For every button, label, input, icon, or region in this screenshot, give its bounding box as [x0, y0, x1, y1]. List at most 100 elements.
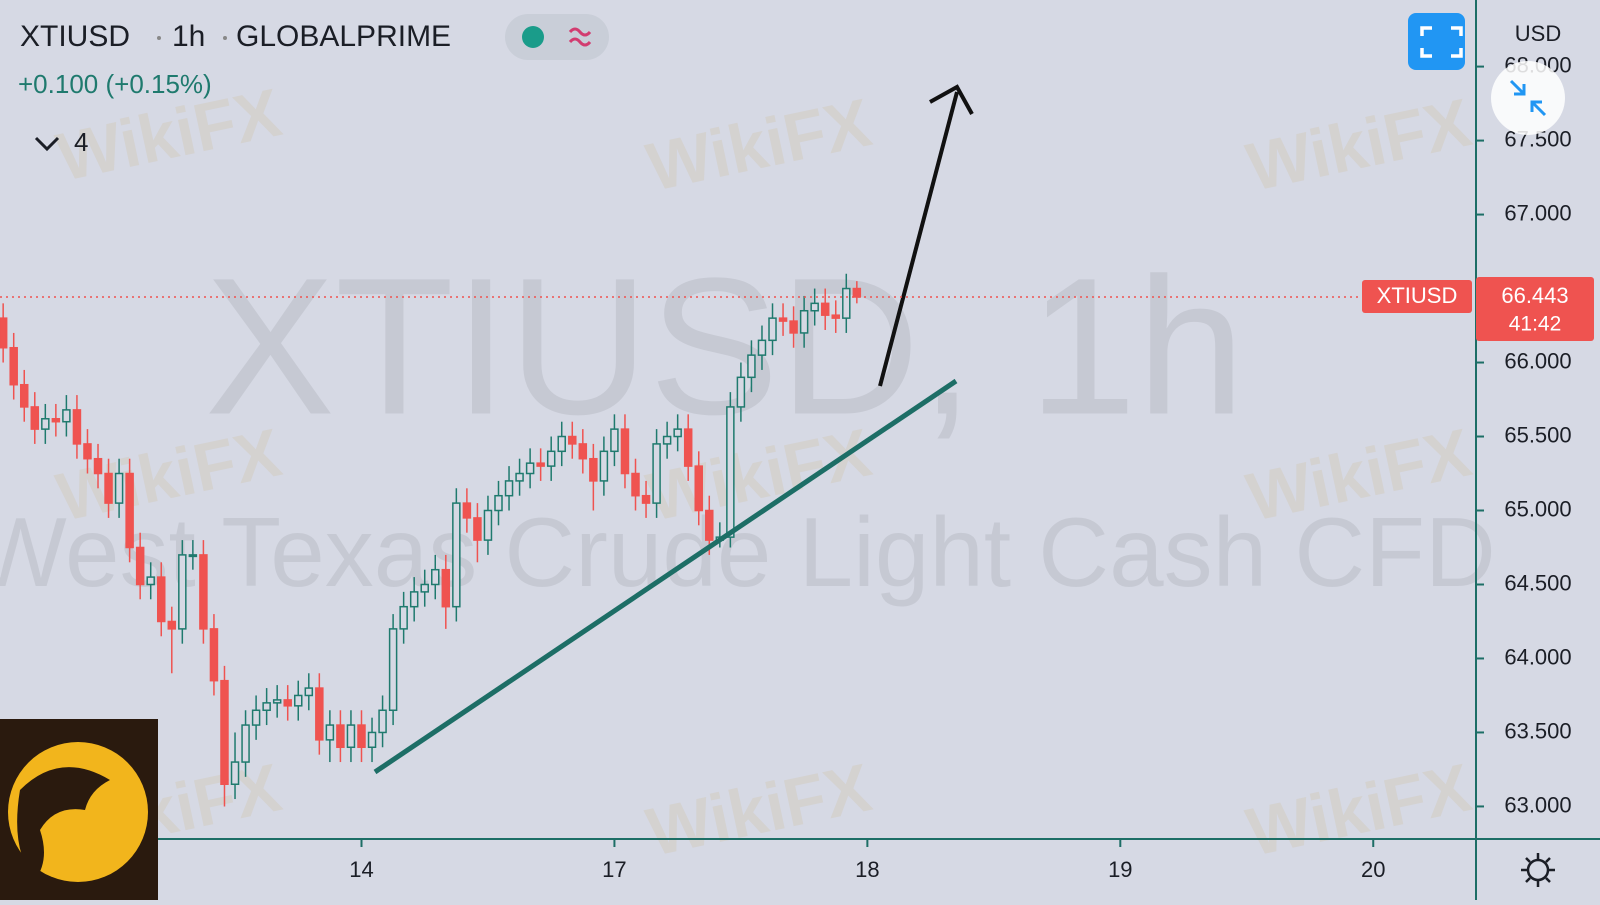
candle-body — [325, 724, 335, 741]
candle-body — [41, 418, 50, 430]
arrow-head — [929, 84, 974, 115]
y-tick-label: 63.000 — [1504, 792, 1571, 817]
x-tick-label: 17 — [602, 857, 626, 882]
candle-body — [230, 761, 240, 786]
candle-body — [789, 320, 798, 334]
gear[interactable] — [1526, 858, 1550, 882]
gear-teeth — [1521, 853, 1555, 887]
last-price: XTIUSD 66.443 41:42 — [0, 276, 1594, 341]
x-tick-label: 19 — [1108, 857, 1132, 882]
candle-body — [19, 383, 29, 408]
x-tick-label: 20 — [1361, 857, 1385, 882]
currency: USD — [1515, 21, 1561, 46]
candle-body — [810, 302, 819, 312]
candle-body — [799, 309, 809, 334]
candle-body — [683, 428, 693, 467]
candle-body — [631, 472, 640, 497]
candle-body — [336, 724, 345, 749]
candle-body — [620, 428, 630, 475]
separator — [223, 36, 227, 40]
candle-body — [188, 554, 198, 558]
candle-body — [135, 546, 145, 586]
candle-body — [768, 317, 777, 342]
collapse-chevron[interactable] — [34, 136, 60, 152]
candle-body — [641, 494, 651, 504]
minimize-icon — [1509, 79, 1547, 117]
candle-body — [167, 620, 177, 630]
trendline — [373, 378, 958, 775]
candle-body — [831, 314, 841, 319]
candle-body — [399, 605, 408, 630]
candle-body — [557, 435, 566, 453]
candle-body — [431, 568, 440, 586]
candle-body — [62, 409, 71, 423]
candle-body — [409, 591, 419, 608]
candle-body — [30, 406, 40, 430]
minimize-button[interactable] — [1491, 61, 1565, 135]
watermark-description: West Texas Crude Light Cash CFD — [0, 497, 1496, 607]
watermark-title: XTIUSD, 1h — [205, 238, 1245, 456]
candle-body — [315, 687, 324, 741]
candle-body — [747, 354, 756, 379]
x-tick-label: 18 — [855, 857, 879, 882]
candle-body — [304, 687, 314, 697]
fullscreen-icon — [1420, 26, 1463, 58]
fullscreen-button[interactable] — [1408, 13, 1465, 70]
candle-body — [673, 428, 682, 438]
broker: GLOBALPRIME — [236, 20, 451, 53]
separator — [157, 36, 161, 40]
y-tick-label: 65.500 — [1504, 422, 1571, 447]
countdown: 41:42 — [1509, 313, 1562, 336]
candle-body — [104, 472, 113, 504]
candles — [0, 273, 862, 807]
candle-body — [494, 494, 503, 512]
logo-eagle — [17, 767, 111, 880]
candle-body — [525, 462, 535, 475]
candle-body — [262, 702, 271, 712]
candle-body — [726, 406, 735, 538]
candle-body — [199, 554, 208, 630]
symbol: XTIUSD — [20, 20, 130, 53]
candle-body — [346, 724, 356, 749]
candle-body — [83, 443, 92, 460]
candle-body — [251, 709, 261, 726]
logo — [0, 719, 158, 900]
y-tick-label: 64.000 — [1504, 644, 1571, 669]
candle-body — [820, 302, 830, 316]
candle-body — [452, 502, 461, 608]
candle-body — [705, 509, 714, 541]
price-label-box — [1476, 276, 1594, 341]
candle-body — [483, 509, 493, 541]
status-pill[interactable] — [505, 14, 609, 60]
candle-body — [504, 480, 514, 497]
candle-body — [0, 317, 8, 349]
arrow-shaft — [878, 91, 959, 387]
candle-body — [220, 679, 229, 786]
candle-body — [294, 694, 303, 707]
y-tick-label: 63.500 — [1504, 718, 1571, 743]
candle-body — [357, 724, 366, 749]
candle-body — [536, 462, 545, 467]
candle-body — [146, 576, 155, 586]
candle-body — [272, 699, 282, 704]
settings-icon[interactable] — [1521, 853, 1555, 887]
candle-body — [283, 699, 292, 707]
indicator-count: 4 — [74, 127, 88, 157]
candle-body — [610, 428, 619, 453]
candle-body — [388, 628, 398, 712]
candle-body — [156, 576, 166, 623]
x-tick-label: 14 — [349, 857, 373, 882]
symbol-label: XTIUSD — [1377, 283, 1458, 308]
candle-body — [209, 628, 219, 682]
candle-body — [852, 287, 862, 298]
header: XTIUSD 1h GLOBALPRIME +0.100 (+0.15%) 4 — [18, 14, 609, 157]
candle-body — [662, 435, 672, 445]
candle-body — [93, 457, 103, 475]
market-open-dot — [522, 26, 544, 48]
candle-body — [568, 435, 577, 445]
candle-body — [72, 409, 82, 445]
price-change: +0.100 (+0.15%) — [18, 69, 212, 99]
candle-body — [694, 465, 703, 512]
